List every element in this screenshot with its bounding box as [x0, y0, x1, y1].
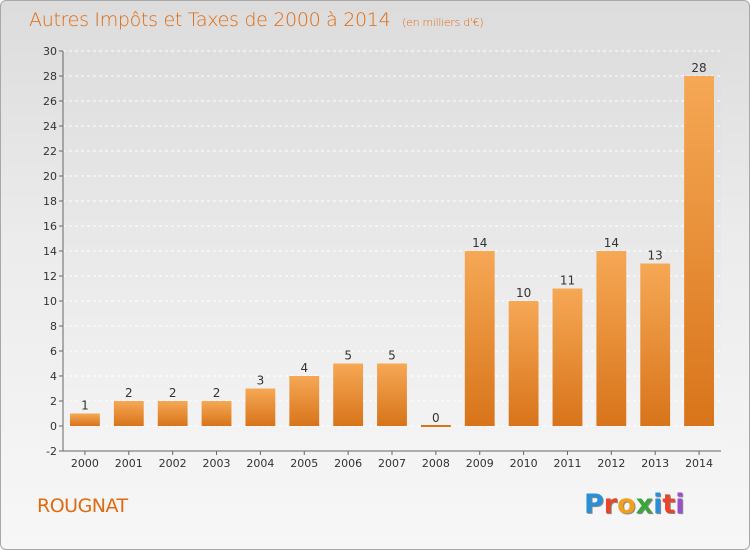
logo-letter: t — [662, 489, 676, 520]
y-tick-label: 22 — [43, 145, 57, 158]
y-tick-label: 2 — [50, 395, 57, 408]
x-tick-label: 2001 — [115, 457, 143, 470]
x-tick-label: 2014 — [685, 457, 713, 470]
bar — [596, 251, 627, 426]
bar — [508, 301, 539, 426]
y-tick-label: 4 — [50, 370, 57, 383]
data-label: 2 — [213, 386, 221, 400]
y-tick-label: 0 — [50, 420, 57, 433]
data-label: 2 — [169, 386, 177, 400]
bar — [289, 376, 320, 426]
x-tick-label: 2008 — [422, 457, 450, 470]
x-tick-label: 2003 — [203, 457, 231, 470]
bar — [640, 263, 671, 426]
y-tick-label: -2 — [46, 445, 57, 458]
data-label: 5 — [344, 349, 352, 363]
y-tick-label: 14 — [43, 245, 57, 258]
x-tick-label: 2009 — [466, 457, 494, 470]
y-tick-label: 26 — [43, 95, 57, 108]
bar — [377, 363, 407, 426]
x-tick-label: 2010 — [510, 457, 538, 470]
bar — [201, 401, 232, 426]
data-label: 28 — [691, 61, 706, 75]
x-tick-label: 2013 — [641, 457, 669, 470]
logo-letter: x — [635, 489, 654, 520]
data-label: 4 — [300, 361, 308, 375]
x-tick-label: 2006 — [334, 457, 362, 470]
logo-letter: r — [603, 489, 618, 520]
y-tick-label: 30 — [43, 45, 57, 58]
x-tick-label: 2012 — [597, 457, 625, 470]
y-tick-label: 8 — [50, 320, 57, 333]
y-tick-label: 12 — [43, 270, 57, 283]
proxiti-logo: Proxiti — [584, 489, 685, 520]
y-tick-label: 20 — [43, 170, 57, 183]
data-label: 11 — [560, 274, 575, 288]
x-tick-label: 2000 — [71, 457, 99, 470]
chart-title: Autres Impôts et Taxes de 2000 à 2014 (e… — [29, 9, 484, 31]
y-tick-label: 24 — [43, 120, 57, 133]
y-tick-label: 16 — [43, 220, 57, 233]
bar — [113, 401, 144, 426]
x-tick-label: 2005 — [290, 457, 318, 470]
data-label: 3 — [257, 374, 265, 388]
bar — [464, 251, 495, 426]
data-label: 1 — [81, 399, 89, 413]
data-label: 2 — [125, 386, 133, 400]
x-tick-label: 2011 — [553, 457, 581, 470]
bar — [157, 401, 188, 426]
bar-layer — [70, 76, 714, 427]
data-label: 5 — [388, 349, 396, 363]
bar — [245, 388, 276, 426]
y-tick-label: 18 — [43, 195, 57, 208]
bar — [552, 288, 583, 426]
y-tick-label: 28 — [43, 70, 57, 83]
y-tick-label: 10 — [43, 295, 57, 308]
logo-letter: P — [584, 489, 604, 520]
logo-letter: o — [617, 489, 636, 520]
logo-letter: i — [653, 489, 663, 520]
data-label: 14 — [604, 236, 619, 250]
commune-name: ROUGNAT — [37, 495, 128, 517]
data-label: 14 — [472, 236, 487, 250]
data-label: 0 — [432, 411, 440, 425]
chart-title-text: Autres Impôts et Taxes de 2000 à 2014 — [29, 9, 391, 31]
x-tick-label: 2007 — [378, 457, 406, 470]
x-tick-label: 2004 — [246, 457, 274, 470]
data-label: 13 — [648, 249, 663, 263]
logo-letter: i — [675, 489, 685, 520]
bar — [684, 76, 714, 426]
chart-subtitle: (en milliers d'€) — [402, 16, 484, 29]
bar — [70, 413, 100, 426]
data-label: 10 — [516, 286, 531, 300]
y-tick-label: 6 — [50, 345, 57, 358]
bar — [333, 363, 364, 426]
bar — [420, 425, 451, 427]
label-layer: 1 2 2 2 3 4 5 5 0 14 10 11 14 13 28 — [81, 61, 707, 425]
x-tick-label: 2002 — [159, 457, 187, 470]
